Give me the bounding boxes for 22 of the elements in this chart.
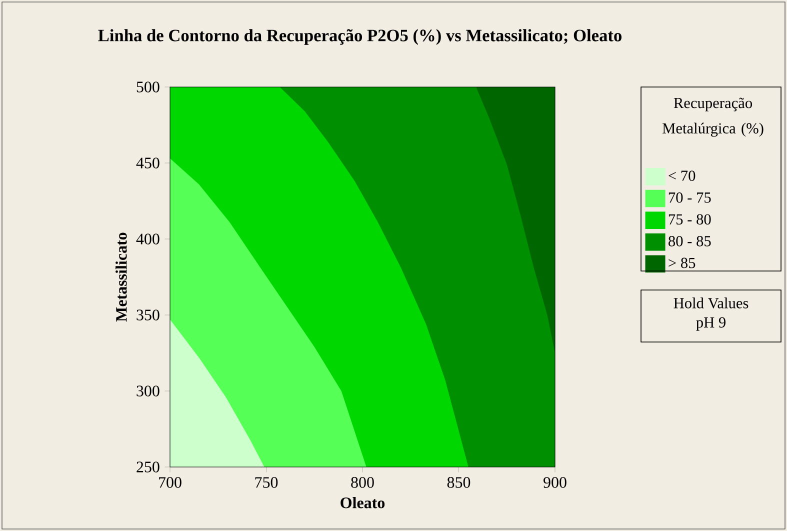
x-tick-label: 700	[159, 477, 182, 488]
legend-label: 75 - 80	[668, 214, 711, 225]
legend-label: 80 - 85	[668, 236, 711, 246]
legend-label: < 70	[668, 170, 696, 181]
y-tick-label: 350	[136, 310, 160, 320]
chart-title: Linha de Contorno da Recuperação P2O5 (%) vs Metassilicato; Oleato	[98, 29, 622, 45]
x-axis-title: Oleato	[340, 496, 385, 508]
y-tick-label: 500	[136, 82, 160, 92]
y-tick-label: 250	[136, 462, 160, 472]
text: Hold Values	[674, 298, 748, 308]
legend-label: > 85	[668, 258, 696, 268]
y-tick-label: 400	[136, 234, 160, 244]
x-tick-label: 850	[447, 477, 470, 488]
legend-title: Recuperação Metalúrgica (%)	[662, 98, 764, 137]
y-tick-label: 450	[136, 158, 160, 168]
y-axis-title: Metassilicato	[116, 232, 127, 322]
legend-label: 70 - 75	[668, 192, 711, 203]
y-tick-label: 300	[136, 386, 160, 396]
x-tick-label: 900	[544, 477, 566, 488]
text: pH 9	[696, 317, 726, 331]
x-tick-label: 750	[255, 477, 278, 488]
x-tick-label: 800	[351, 477, 374, 488]
